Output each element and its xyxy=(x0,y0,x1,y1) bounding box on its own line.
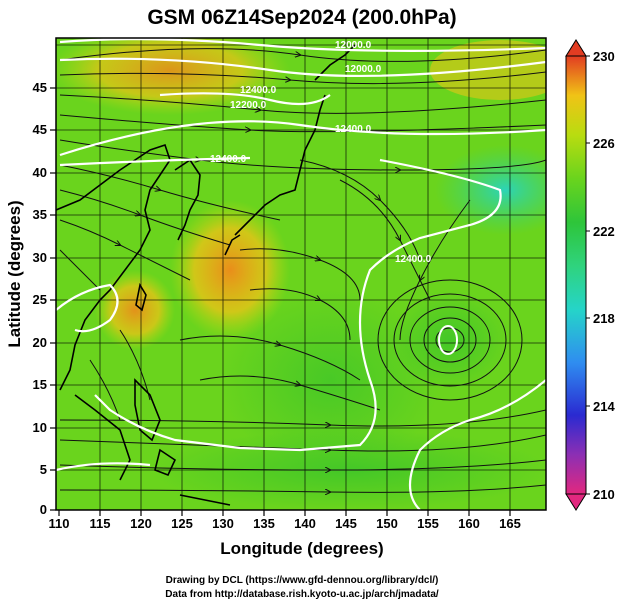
contour-label: 12400.0 xyxy=(395,254,432,265)
contour-label: 12400.0 xyxy=(335,124,372,135)
tick-marks xyxy=(50,87,511,516)
x-tick-label: 155 xyxy=(417,516,439,531)
cyclone-center-contour xyxy=(438,325,458,355)
x-tick-label: 150 xyxy=(376,516,398,531)
x-tick-label: 130 xyxy=(212,516,234,531)
colorbar-top-arrow xyxy=(565,39,587,57)
warm-region-taiwan xyxy=(95,270,175,350)
contour-label: 12000.0 xyxy=(345,64,382,75)
x-tick-label: 140 xyxy=(294,516,316,531)
y-axis-title: Latitude (degrees) xyxy=(5,200,24,347)
colorbar-tick-label: 210 xyxy=(593,487,615,502)
cool-region-center xyxy=(220,290,440,470)
cool-region-cyclone xyxy=(390,290,510,390)
contour-label: 12400.0 xyxy=(240,85,277,96)
y-tick-label: 0 xyxy=(40,502,47,517)
colorbar-tick-label: 222 xyxy=(593,224,615,239)
y-tick-label: 40 xyxy=(33,165,47,180)
x-tick-labels: 110 115 120 125 130 135 140 145 150 155 … xyxy=(49,516,521,531)
y-tick-labels: 0 5 10 15 20 25 30 35 40 45 xyxy=(33,122,47,517)
warm-region-north xyxy=(56,38,290,115)
x-tick-label: 135 xyxy=(253,516,275,531)
y-tick-label: 5 xyxy=(40,462,47,477)
y-tick-label: 45 xyxy=(33,80,47,95)
colorbar-tick-label: 218 xyxy=(593,311,615,326)
colorbar-tick-label: 230 xyxy=(593,49,615,64)
chart-title: GSM 06Z14Sep2024 (200.0hPa) xyxy=(147,6,456,29)
credit-drawing: Drawing by DCL (https://www.gfd-dennou.o… xyxy=(166,575,439,586)
colorbar-tick-label: 214 xyxy=(593,399,615,414)
streamlines xyxy=(59,48,546,493)
y-tick-label: 20 xyxy=(33,335,47,350)
contour-label: 12000.0 xyxy=(335,40,372,51)
y-tick-label: 25 xyxy=(33,292,47,307)
x-tick-label: 120 xyxy=(130,516,152,531)
y-tick-label: 15 xyxy=(33,377,47,392)
x-tick-label: 115 xyxy=(90,516,111,531)
plot-area: 12000.0 12000.0 12400.0 12200.0 12400.0 … xyxy=(56,38,546,510)
contour-label: 12400.0 xyxy=(210,154,247,165)
cool-region-east xyxy=(435,145,546,235)
x-axis-title: Longitude (degrees) xyxy=(220,539,383,558)
y-tick-label: 35 xyxy=(33,207,47,222)
x-tick-label: 125 xyxy=(171,516,193,531)
y-tick-label: 45 xyxy=(33,122,47,137)
x-tick-label: 110 xyxy=(49,516,70,531)
y-tick-label: 10 xyxy=(33,420,47,435)
colorbar: 230 226 222 218 214 210 xyxy=(565,39,615,511)
contour-label: 12200.0 xyxy=(230,100,267,111)
colorbar-gradient xyxy=(565,55,587,495)
x-tick-label: 165 xyxy=(499,516,521,531)
cyclone-streamlines xyxy=(377,279,523,401)
height-contours xyxy=(56,38,546,510)
warm-region-japan xyxy=(170,200,290,340)
plot-frame xyxy=(55,37,547,511)
colorbar-tick-label: 226 xyxy=(593,136,615,151)
colorbar-bottom-arrow xyxy=(565,493,587,511)
y-tick-label: 30 xyxy=(33,250,47,265)
credit-data: Data from http://database.rish.kyoto-u.a… xyxy=(165,589,439,600)
x-tick-label: 145 xyxy=(335,516,357,531)
x-tick-label: 160 xyxy=(458,516,480,531)
warm-region-east-north xyxy=(430,40,546,100)
